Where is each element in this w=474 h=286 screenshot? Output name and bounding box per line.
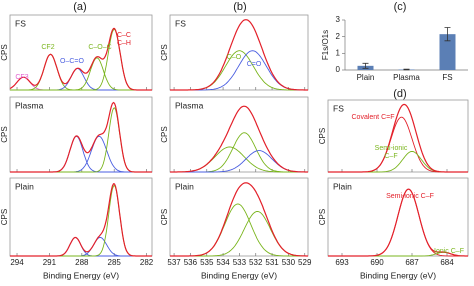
envelope <box>10 183 152 257</box>
x-tick-label: 529 <box>298 258 312 267</box>
x-tick-label: 536 <box>184 258 198 267</box>
component-peak <box>10 68 152 91</box>
x-tick-label: 684 <box>440 258 454 267</box>
component-peak <box>10 107 152 173</box>
x-tick-label: 533 <box>233 258 247 267</box>
envelope <box>10 101 152 173</box>
y-tick-label: 0 <box>336 65 341 74</box>
x-tick-label: 294 <box>10 258 24 267</box>
y-axis-label: CPS <box>160 209 169 225</box>
envelope <box>170 19 308 91</box>
x-tick-label: 288 <box>75 258 89 267</box>
annotation: O–C=O <box>60 58 84 65</box>
annotation: C–O–C <box>88 44 111 51</box>
panel-title: (d) <box>393 88 406 100</box>
panel-title: (a) <box>73 1 86 13</box>
subplot-title: Plain <box>333 181 352 191</box>
envelope <box>328 188 468 257</box>
component-peak <box>328 150 468 173</box>
annotation: CF2 <box>41 44 54 51</box>
component-peak <box>170 203 308 257</box>
envelope <box>328 103 468 173</box>
panel-title: (b) <box>233 1 246 13</box>
x-tick-label: 531 <box>265 258 279 267</box>
annotation: Covalent C=F <box>352 114 395 121</box>
error-bar <box>403 68 410 71</box>
bar <box>439 34 456 70</box>
annotation: C=O <box>247 61 262 68</box>
envelope <box>170 105 308 173</box>
component-peak <box>170 146 308 173</box>
panel-title: (c) <box>394 1 407 13</box>
y-tick-label: 3 <box>336 15 341 24</box>
envelope <box>170 182 308 257</box>
y-tick-label: 2 <box>336 32 341 41</box>
y-axis-label: F1s/O1s <box>321 30 330 60</box>
x-tick-label: 530 <box>282 258 296 267</box>
error-bar <box>444 27 451 42</box>
x-tick-label: 537 <box>167 258 181 267</box>
y-axis-label: CPS <box>318 209 327 225</box>
annotation: Semi-ionic C–F <box>386 193 434 200</box>
x-axis-label: Binding Energy (eV) <box>360 270 436 280</box>
y-axis-label: CPS <box>318 128 327 144</box>
subplot-title: Plain <box>175 181 194 191</box>
x-tick-label: 532 <box>249 258 263 267</box>
component-peak <box>170 150 308 173</box>
annotation: C–O <box>227 54 242 61</box>
annotation: Ionic C–F <box>434 248 464 255</box>
x-tick-label: 690 <box>370 258 384 267</box>
x-tick-label: 535 <box>200 258 214 267</box>
subplot-title: Plain <box>15 181 34 191</box>
y-axis-label: CPS <box>0 209 9 225</box>
subplot-frame <box>169 177 309 257</box>
y-axis-label: CPS <box>160 44 169 60</box>
x-tick-label: 291 <box>43 258 57 267</box>
subplot-title: Plasma <box>175 100 204 110</box>
subplot-frame <box>169 14 309 91</box>
x-axis-label: Binding Energy (eV) <box>43 270 119 280</box>
x-tick-label: FS <box>442 73 452 82</box>
x-tick-label: 693 <box>335 258 349 267</box>
component-peak <box>170 132 308 173</box>
annotation: CF3 <box>15 74 28 81</box>
x-tick-label: Plasma <box>393 73 420 82</box>
x-axis-label: Binding Energy (eV) <box>201 270 277 280</box>
component-peak <box>10 236 152 257</box>
x-tick-label: 687 <box>405 258 419 267</box>
y-axis-label: CPS <box>0 126 9 142</box>
y-axis-label: CPS <box>0 44 9 60</box>
subplot-title: FS <box>333 103 344 113</box>
y-tick-label: 1 <box>336 48 341 57</box>
subplot-title: Plasma <box>15 100 44 110</box>
x-tick-label: Plain <box>357 73 375 82</box>
annotation: C–F <box>384 153 397 160</box>
envelope <box>9 27 152 91</box>
component-peak <box>10 237 152 257</box>
x-tick-label: 534 <box>216 258 230 267</box>
x-tick-label: 285 <box>108 258 122 267</box>
subplot-frame <box>327 99 469 173</box>
y-axis-label: CPS <box>160 126 169 142</box>
component-peak <box>170 210 308 257</box>
error-bar <box>362 62 369 69</box>
subplot-frame <box>169 96 309 173</box>
subplot-title: FS <box>15 18 26 28</box>
x-tick-label: 282 <box>140 258 154 267</box>
annotation: C–H <box>117 40 131 47</box>
annotation: C–C <box>117 32 131 39</box>
subplot-title: FS <box>175 18 186 28</box>
subplot-frame <box>9 14 153 91</box>
annotation: Semi-ionic <box>375 145 408 152</box>
